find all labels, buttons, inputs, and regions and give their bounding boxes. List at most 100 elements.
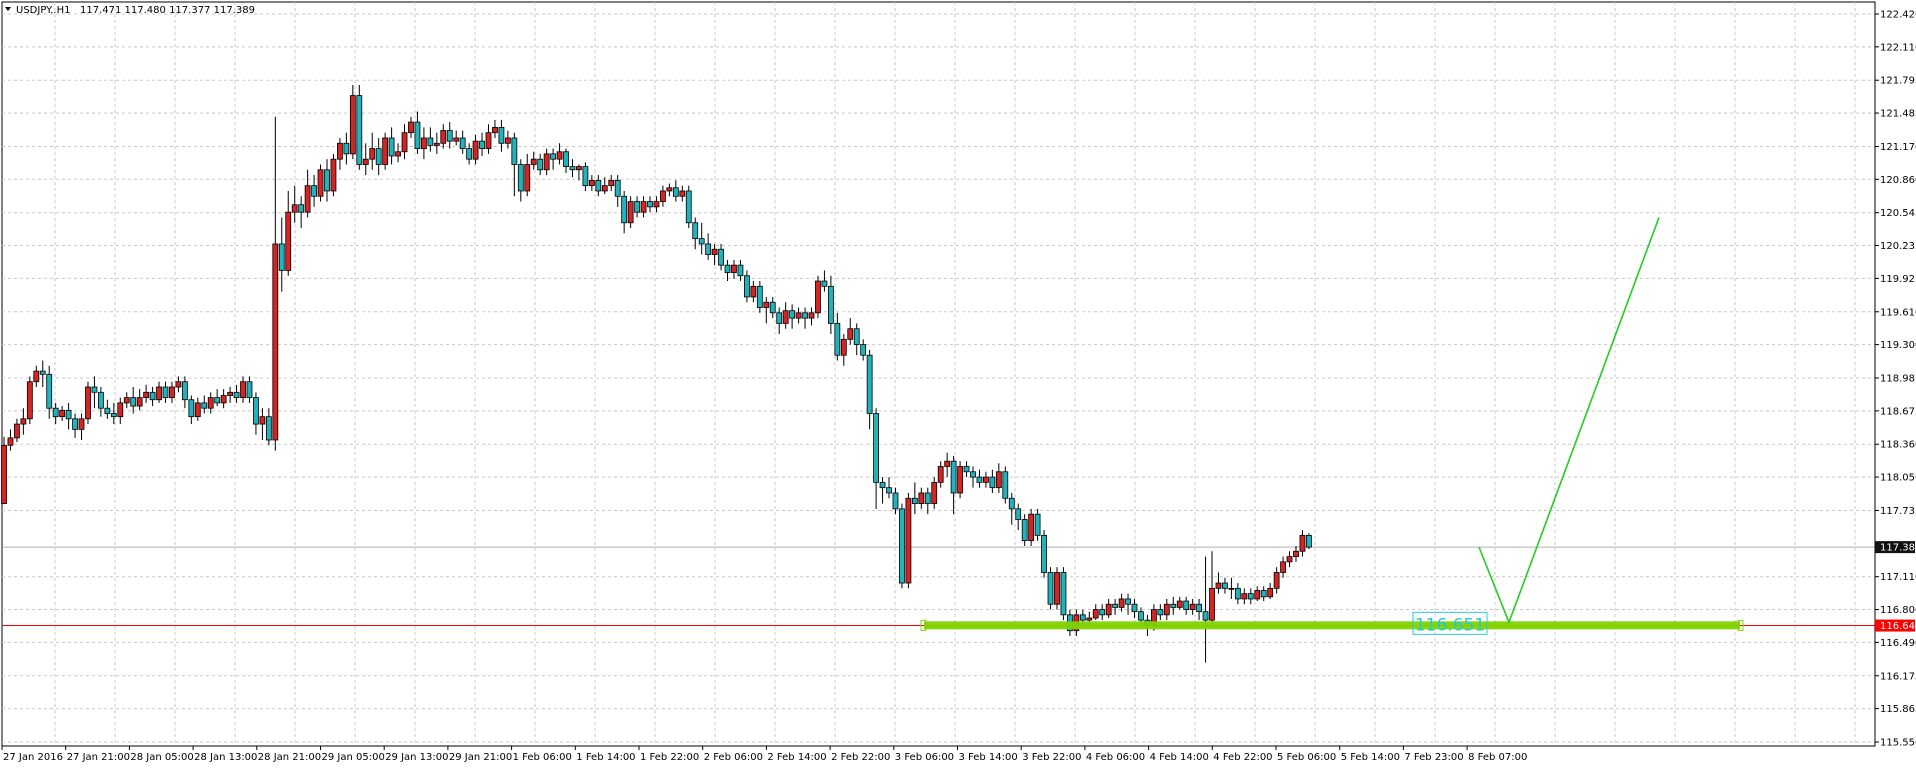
candle-body <box>1293 550 1299 557</box>
candle <box>194 397 201 421</box>
candle <box>388 127 395 165</box>
candle-body <box>1138 611 1144 621</box>
candle-body <box>1112 603 1119 608</box>
candle-body <box>660 190 666 202</box>
support-rectangle[interactable] <box>924 621 1740 630</box>
candle-body <box>776 312 783 324</box>
candle <box>26 376 33 425</box>
time-axis[interactable]: 27 Jan 2016 27 Jan 21:00 28 Jan 05:00 28 Ja… <box>1 745 1875 763</box>
candle <box>802 307 808 329</box>
candle <box>950 455 957 515</box>
candle-body <box>886 487 892 494</box>
candle <box>543 148 550 176</box>
candle <box>39 360 46 388</box>
bid-marker-box <box>1875 541 1915 554</box>
candle-body <box>162 386 169 399</box>
candle <box>169 381 175 403</box>
candle-body <box>879 481 886 489</box>
candle-body <box>1086 617 1093 621</box>
candle-body <box>233 391 240 399</box>
candle-body <box>543 153 550 171</box>
candle-body <box>1092 609 1099 619</box>
price-axis-label: 122.420 <box>1880 10 1916 21</box>
candle-body <box>731 264 737 273</box>
candle <box>1183 596 1190 615</box>
time-axis-label: 28 Jan 21:00 <box>258 752 321 763</box>
candle-body <box>246 381 253 399</box>
candle <box>149 387 156 407</box>
price-axis-label: 121.170 <box>1880 142 1916 153</box>
candle <box>181 376 188 409</box>
candle-body <box>530 158 537 165</box>
candle <box>672 180 679 202</box>
price-axis-label: 119.300 <box>1880 340 1916 351</box>
candle-body <box>918 492 925 504</box>
candle-body <box>634 201 640 213</box>
price-axis-label: 116.800 <box>1880 605 1916 616</box>
candle-body <box>983 476 989 483</box>
candle <box>466 143 473 165</box>
candle-body <box>705 243 712 255</box>
candle-body <box>39 370 46 375</box>
candle-body <box>698 238 705 245</box>
time-axis-label: 1 Feb 14:00 <box>576 752 635 763</box>
candle-body <box>517 164 524 192</box>
support-label-box[interactable] <box>1412 611 1488 635</box>
candle <box>931 477 938 509</box>
candle-body <box>52 407 59 418</box>
candle <box>1054 567 1060 610</box>
candle <box>207 392 214 414</box>
price-axis-label: 117.110 <box>1880 572 1916 583</box>
candle-body <box>1273 572 1280 589</box>
time-axis-label: 5 Feb 14:00 <box>1341 752 1400 763</box>
support-right-handle[interactable] <box>1737 619 1744 631</box>
candle <box>634 196 640 218</box>
time-axis-label: 8 Feb 07:00 <box>1468 752 1527 763</box>
forecast-trendline[interactable] <box>1478 217 1660 625</box>
support-level-label[interactable]: 116.651 <box>1415 615 1485 635</box>
candle <box>621 190 628 234</box>
support-left-handle[interactable] <box>920 619 927 631</box>
price-axis[interactable]: 122.420 122.110 121.795 121.485 121.170 120.8… <box>1874 2 1916 749</box>
drawing-objects[interactable]: 116.651 <box>920 217 1744 635</box>
candle-body <box>1222 582 1228 589</box>
candle <box>834 312 841 361</box>
candle-body <box>1034 513 1041 536</box>
candle <box>627 196 634 229</box>
candle-body <box>123 397 130 404</box>
candle-body <box>26 381 33 420</box>
candle <box>440 124 447 149</box>
candle <box>1105 598 1112 619</box>
candle-body <box>537 158 544 171</box>
time-axis-label: 7 Feb 23:00 <box>1404 752 1463 763</box>
candle <box>724 259 731 282</box>
candle <box>259 408 266 440</box>
candle-body <box>375 148 382 165</box>
candle <box>253 392 259 435</box>
chart-menu-arrow-icon[interactable] <box>5 7 11 11</box>
candle <box>550 148 556 170</box>
candle <box>789 304 796 329</box>
candle <box>98 387 104 417</box>
time-axis-label: 29 Jan 13:00 <box>385 752 448 763</box>
candle-body <box>899 508 905 584</box>
candle <box>853 323 860 356</box>
candle <box>479 132 485 156</box>
candle <box>1021 514 1028 546</box>
candle-body <box>136 397 143 407</box>
candle <box>1041 530 1047 578</box>
candle <box>227 387 234 403</box>
candle <box>886 477 892 499</box>
candle <box>1157 604 1164 621</box>
candle-body <box>511 137 518 165</box>
price-axis-label: 115.550 <box>1880 738 1916 749</box>
candle <box>911 482 918 515</box>
candle-body <box>1215 582 1222 589</box>
candle <box>7 429 14 451</box>
time-axis-label: 29 Jan 21:00 <box>449 752 512 763</box>
candle <box>1234 583 1241 605</box>
candle <box>362 143 369 176</box>
candle <box>175 376 182 393</box>
